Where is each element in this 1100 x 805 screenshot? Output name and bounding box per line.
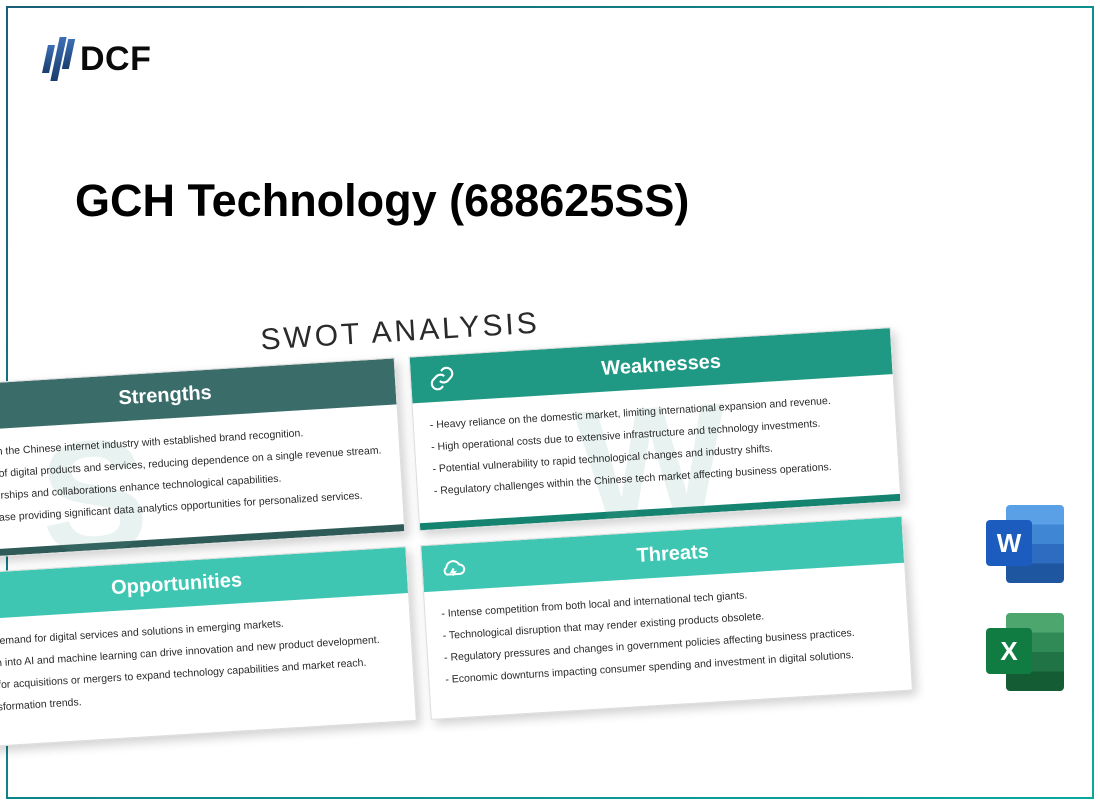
link-icon	[426, 363, 458, 395]
brand-logo: DCF	[45, 35, 151, 83]
brand-name: DCF	[80, 40, 151, 79]
cloud-icon	[438, 551, 470, 583]
swot-diagram: SWOT ANALYSIS Strengths S ong foothold i…	[0, 285, 913, 750]
swot-card-threats: Threats - Intense competition from both …	[420, 516, 913, 720]
swot-card-weaknesses: Weaknesses W - Heavy reliance on the dom…	[409, 327, 902, 531]
excel-file-icon: X	[986, 613, 1064, 691]
excel-letter: X	[986, 628, 1032, 674]
swot-card-strengths: Strengths S ong foothold in the Chinese …	[0, 357, 405, 561]
file-type-icons: W X	[986, 505, 1064, 691]
logo-bars-icon	[45, 35, 72, 83]
page-title: GCH Technology (688625SS)	[75, 175, 689, 227]
swot-card-opportunities: Opportunities - Growing demand for digit…	[0, 546, 417, 750]
word-letter: W	[986, 520, 1032, 566]
word-file-icon: W	[986, 505, 1064, 583]
